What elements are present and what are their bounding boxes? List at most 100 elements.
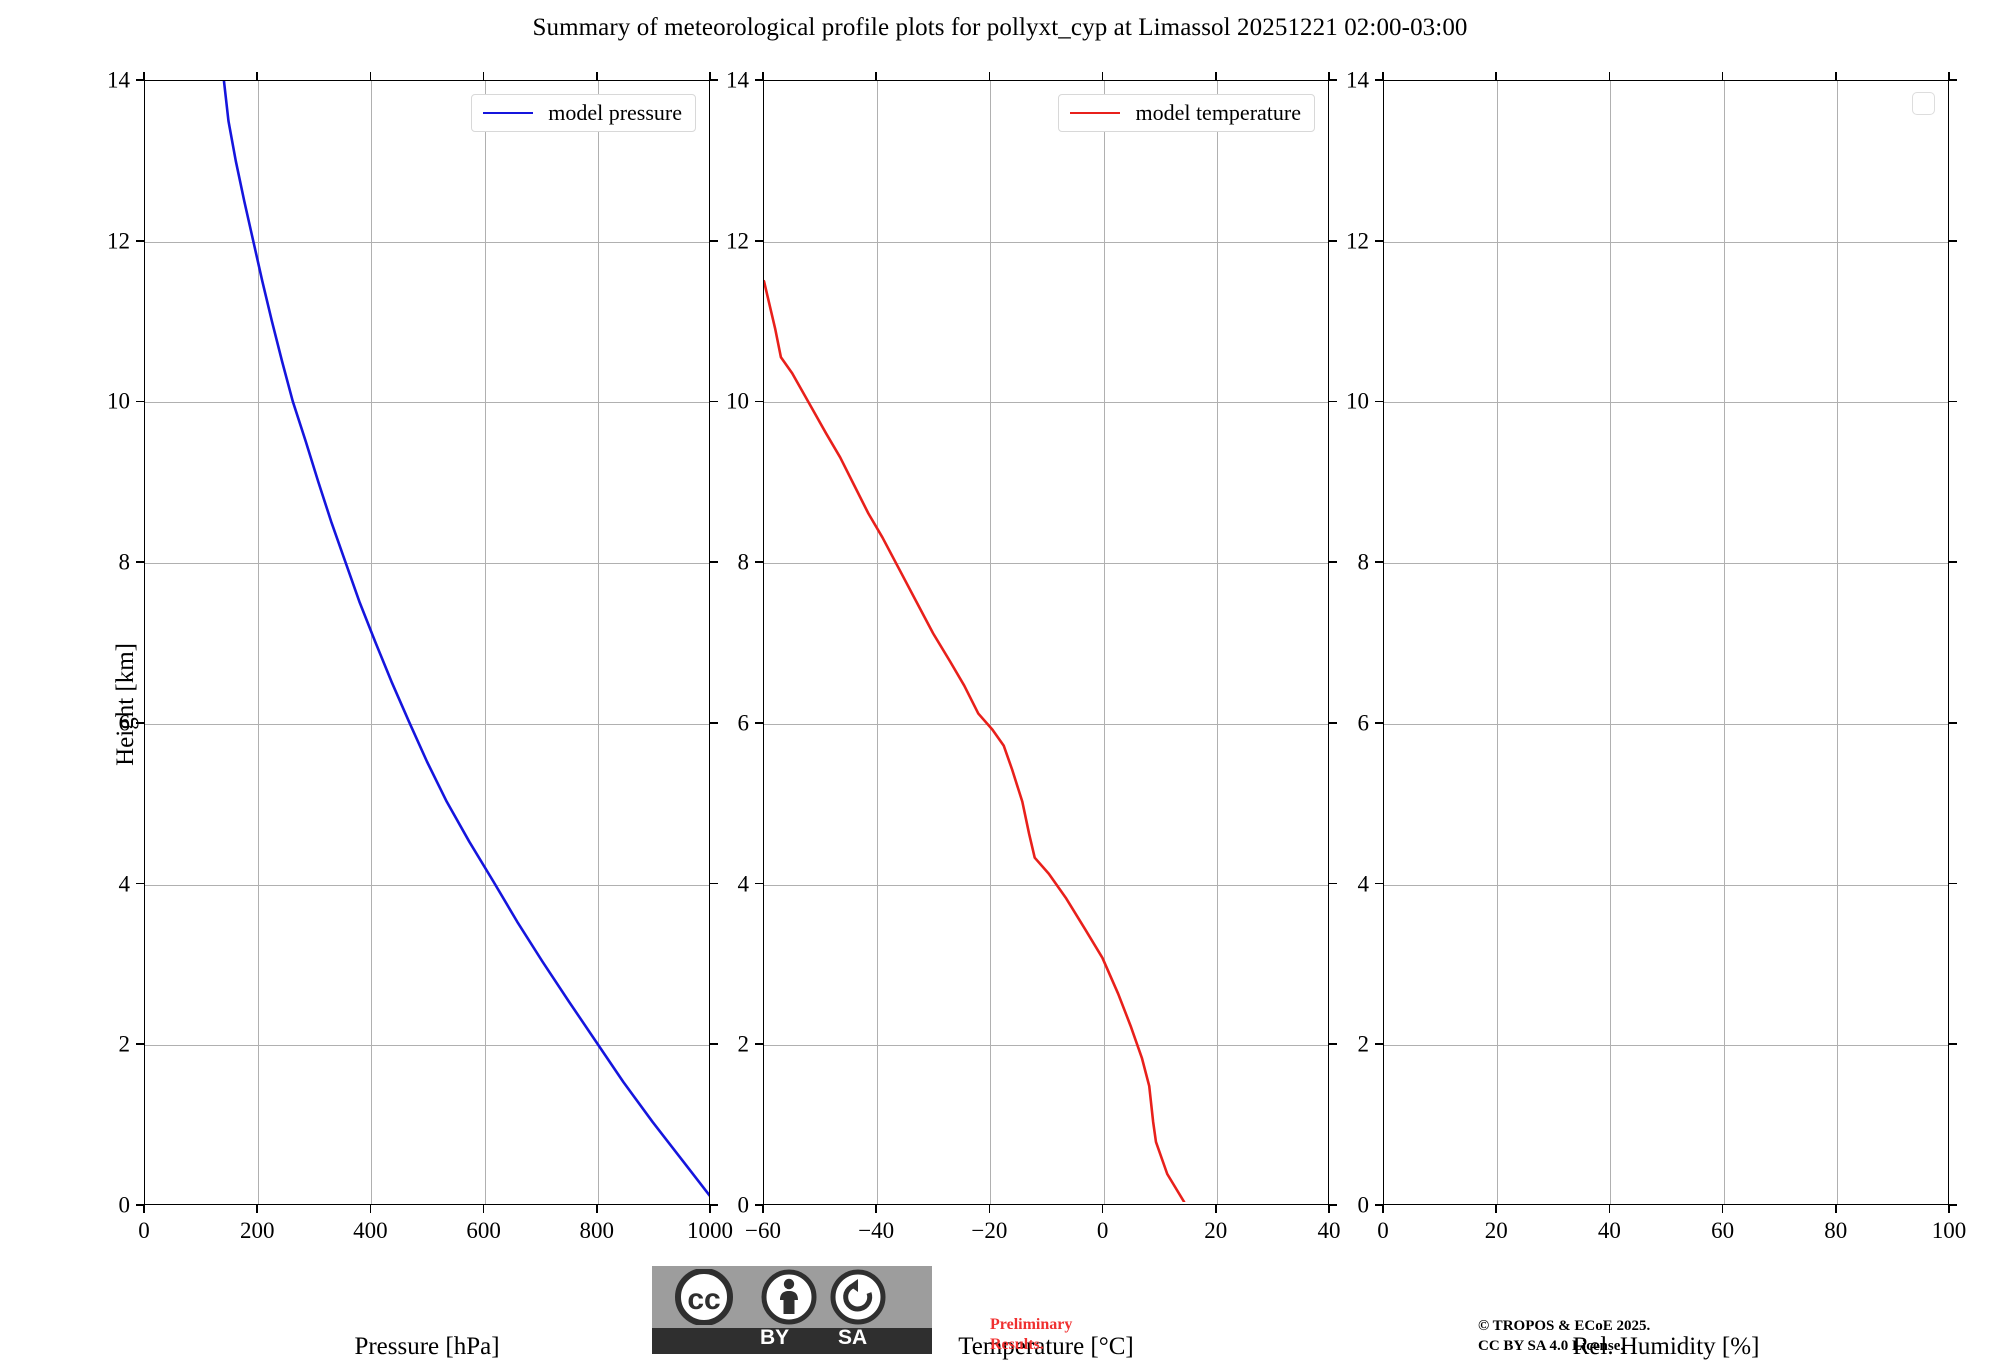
y-axis-tick-label: 8: [737, 549, 750, 575]
x-axis-tick-label: 200: [239, 1218, 275, 1243]
gridline-vertical: [1610, 81, 1612, 1204]
y-axis-tick: [1329, 1043, 1337, 1046]
gridline-horizontal: [1384, 884, 1948, 886]
y-axis-tick: [1949, 882, 1957, 885]
panel-pressure: Height [km] 0 2 4 6 8 10 12 14 0 200 400 600 800 1000…: [107, 69, 733, 1361]
x-axis-tick: [709, 72, 711, 80]
gridline-horizontal: [764, 402, 1328, 404]
humidity-curve: [1384, 81, 1948, 1202]
y-axis-tick: [1329, 561, 1337, 563]
gridline-vertical: [1497, 81, 1499, 1204]
x-axis-tick-label: 100: [1931, 1218, 1967, 1243]
y-axis-tick: [136, 882, 144, 885]
x-axis-tick-label: −60: [745, 1218, 781, 1243]
y-axis-tick: [136, 1204, 144, 1206]
y-axis-title: Height [km]: [112, 642, 139, 766]
y-axis-tick: [1329, 79, 1337, 81]
y-axis-tick-label: 4: [737, 871, 750, 897]
y-axis-tick: [1329, 1204, 1337, 1206]
gridline-vertical: [597, 81, 599, 1204]
gridline-vertical: [484, 81, 486, 1204]
legend-temperature[interactable]: model temperature: [1058, 94, 1315, 132]
x-axis-tick: [1834, 1205, 1837, 1213]
preliminary-line-1: Preliminary: [990, 1316, 1073, 1333]
x-axis-tick: [988, 72, 991, 80]
y-axis-tick: [1375, 561, 1383, 563]
x-axis-tick: [369, 1205, 372, 1213]
panel-humidity: 0 2 4 6 8 10 12 14 0 20 40 60 80 100 Rel. Humidity [%…: [1346, 69, 1966, 1361]
x-axis-tick-label: 400: [353, 1218, 388, 1243]
y-axis-tick: [136, 239, 144, 242]
y-axis-tick-label: 8: [1357, 549, 1370, 575]
y-axis-tick: [1949, 561, 1957, 563]
y-axis-tick: [755, 400, 763, 403]
x-axis-tick: [1834, 72, 1837, 80]
x-axis-tick: [256, 72, 259, 80]
x-axis-tick: [1382, 1205, 1384, 1213]
x-axis-tick-label: 800: [579, 1218, 615, 1243]
y-axis-tick: [755, 722, 763, 724]
x-axis-tick: [143, 72, 145, 80]
x-axis-tick-label: 40: [1317, 1218, 1341, 1243]
page-title: Summary of meteorological profile plots …: [532, 14, 1468, 41]
y-axis-tick: [755, 79, 763, 81]
gridline-horizontal: [764, 723, 1328, 725]
x-axis-tick: [709, 1205, 711, 1213]
cc-circle-icon: cc: [675, 1269, 733, 1325]
temperature-curve: [764, 279, 1186, 1203]
gridline-horizontal: [1384, 402, 1948, 404]
legend-line-icon: [483, 111, 534, 115]
y-axis-tick-label: 6: [1357, 710, 1370, 736]
y-axis-tick-label: 0: [118, 1192, 131, 1218]
y-axis-tick: [1375, 722, 1383, 724]
x-axis-tick-label: 1000: [687, 1218, 733, 1243]
legend-humidity[interactable]: [1912, 92, 1935, 115]
y-axis-tick: [1949, 722, 1957, 724]
y-axis-tick: [755, 239, 763, 242]
y-axis-tick-label: 14: [726, 67, 749, 93]
y-axis-tick-label: 12: [726, 228, 749, 254]
x-axis-tick-label: 600: [466, 1218, 501, 1243]
data-series-line: [222, 81, 709, 1197]
y-axis-tick: [755, 561, 763, 563]
y-axis-tick-label: 10: [1346, 388, 1369, 414]
x-axis-tick: [1608, 72, 1611, 80]
x-axis-tick: [1721, 72, 1724, 80]
pressure-curve: [222, 81, 709, 1197]
y-axis-tick-label: 2: [1357, 1031, 1370, 1057]
copyright-notice: © TROPOS & ECoE 2025. CC BY SA 4.0 Licen…: [1478, 1317, 1650, 1356]
y-axis-tick: [1375, 79, 1383, 81]
plot-area-temperature: [763, 80, 1329, 1205]
gridline-horizontal: [145, 402, 709, 404]
gridline-vertical: [371, 81, 373, 1204]
cc-badge-labels: BY SA: [652, 1326, 932, 1354]
x-axis-tick: [482, 1205, 485, 1213]
y-axis-tick-label: 2: [737, 1031, 750, 1057]
x-axis-tick: [762, 72, 764, 80]
y-axis-tick-label: 4: [1357, 871, 1370, 897]
y-axis-tick: [136, 561, 144, 563]
x-axis-tick: [988, 1205, 991, 1213]
y-axis-tick-label: 12: [107, 228, 130, 254]
gridline-horizontal: [764, 1045, 1328, 1047]
x-axis-tick-label: 0: [1096, 1218, 1109, 1243]
x-axis-title-temperature: Temperature [°C]: [958, 1333, 1134, 1360]
y-axis-tick: [710, 400, 718, 403]
x-axis-tick: [875, 72, 878, 80]
gridline-horizontal: [145, 563, 709, 565]
gridline-horizontal: [764, 884, 1328, 886]
cc-sa-share-icon: [830, 1269, 886, 1325]
copyright-line-1: © TROPOS & ECoE 2025.: [1478, 1318, 1651, 1334]
y-axis-tick-label: 8: [118, 549, 131, 575]
y-axis-tick-label: 6: [118, 710, 131, 736]
legend-pressure[interactable]: model pressure: [471, 94, 696, 132]
y-axis-tick: [710, 882, 718, 885]
y-axis-tick: [1375, 1204, 1383, 1206]
x-axis-tick-label: 0: [138, 1218, 150, 1243]
gridline-vertical: [1216, 81, 1218, 1204]
gridline-horizontal: [1384, 1045, 1948, 1047]
y-axis-tick: [136, 722, 144, 724]
gridline-horizontal: [145, 1045, 709, 1047]
y-axis-tick: [136, 1043, 144, 1046]
